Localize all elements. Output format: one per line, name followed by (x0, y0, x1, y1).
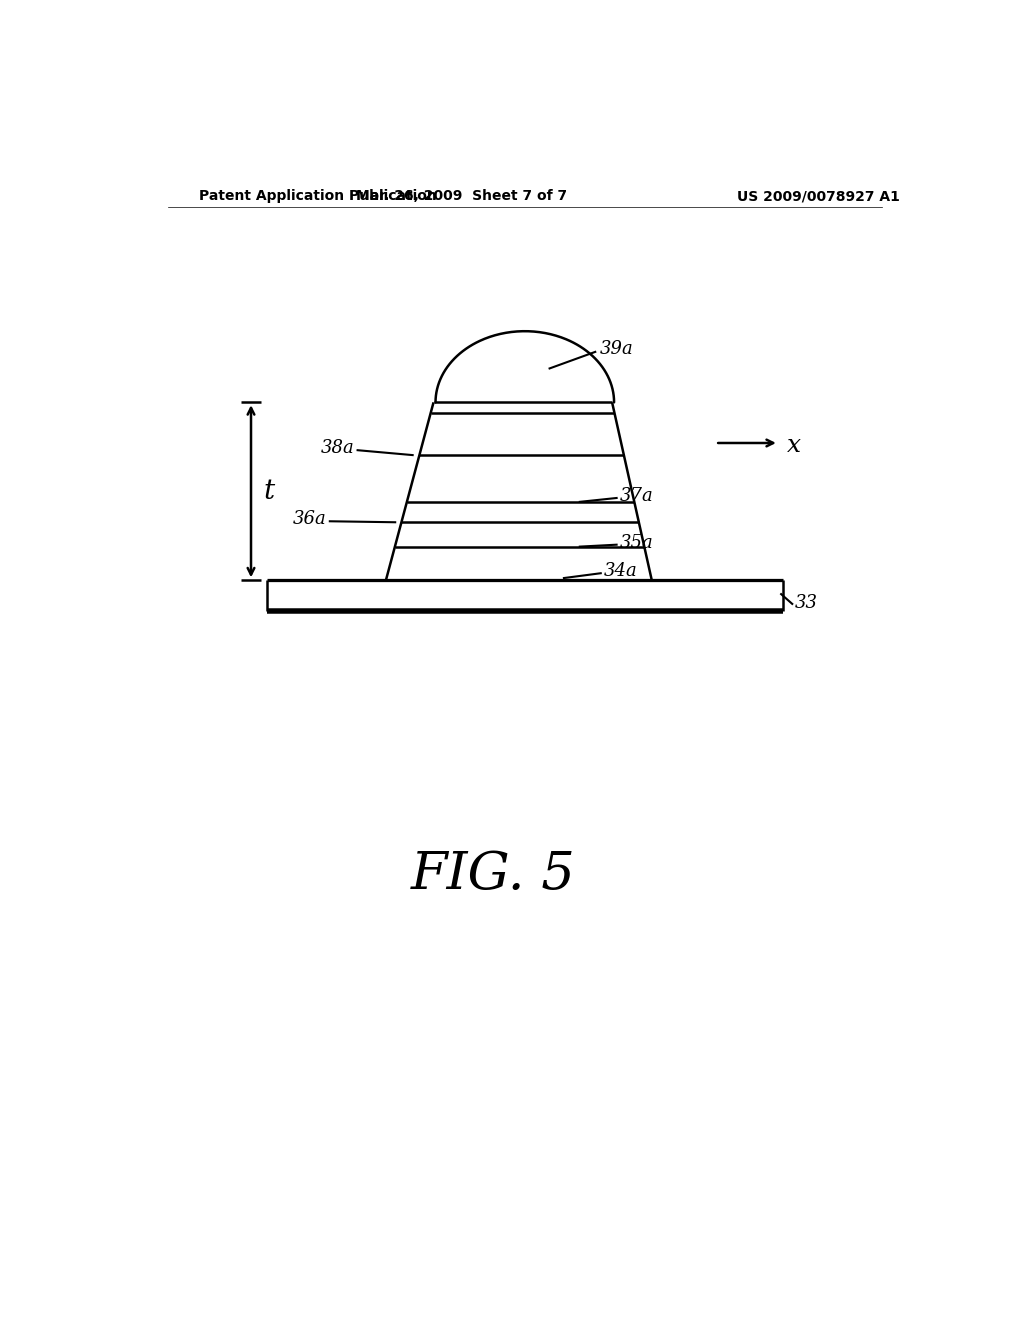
Text: Patent Application Publication: Patent Application Publication (200, 189, 437, 203)
Text: FIG. 5: FIG. 5 (411, 850, 575, 900)
Text: 39a: 39a (600, 341, 634, 359)
Text: 33: 33 (795, 594, 817, 611)
Text: 38a: 38a (321, 440, 354, 457)
Text: 34a: 34a (604, 562, 638, 579)
Text: x: x (786, 433, 801, 457)
Text: Mar. 26, 2009  Sheet 7 of 7: Mar. 26, 2009 Sheet 7 of 7 (355, 189, 567, 203)
Text: 35a: 35a (620, 533, 653, 552)
Text: 37a: 37a (620, 487, 653, 504)
Text: t: t (264, 478, 274, 506)
Text: 36a: 36a (293, 511, 327, 528)
Text: US 2009/0078927 A1: US 2009/0078927 A1 (737, 189, 900, 203)
